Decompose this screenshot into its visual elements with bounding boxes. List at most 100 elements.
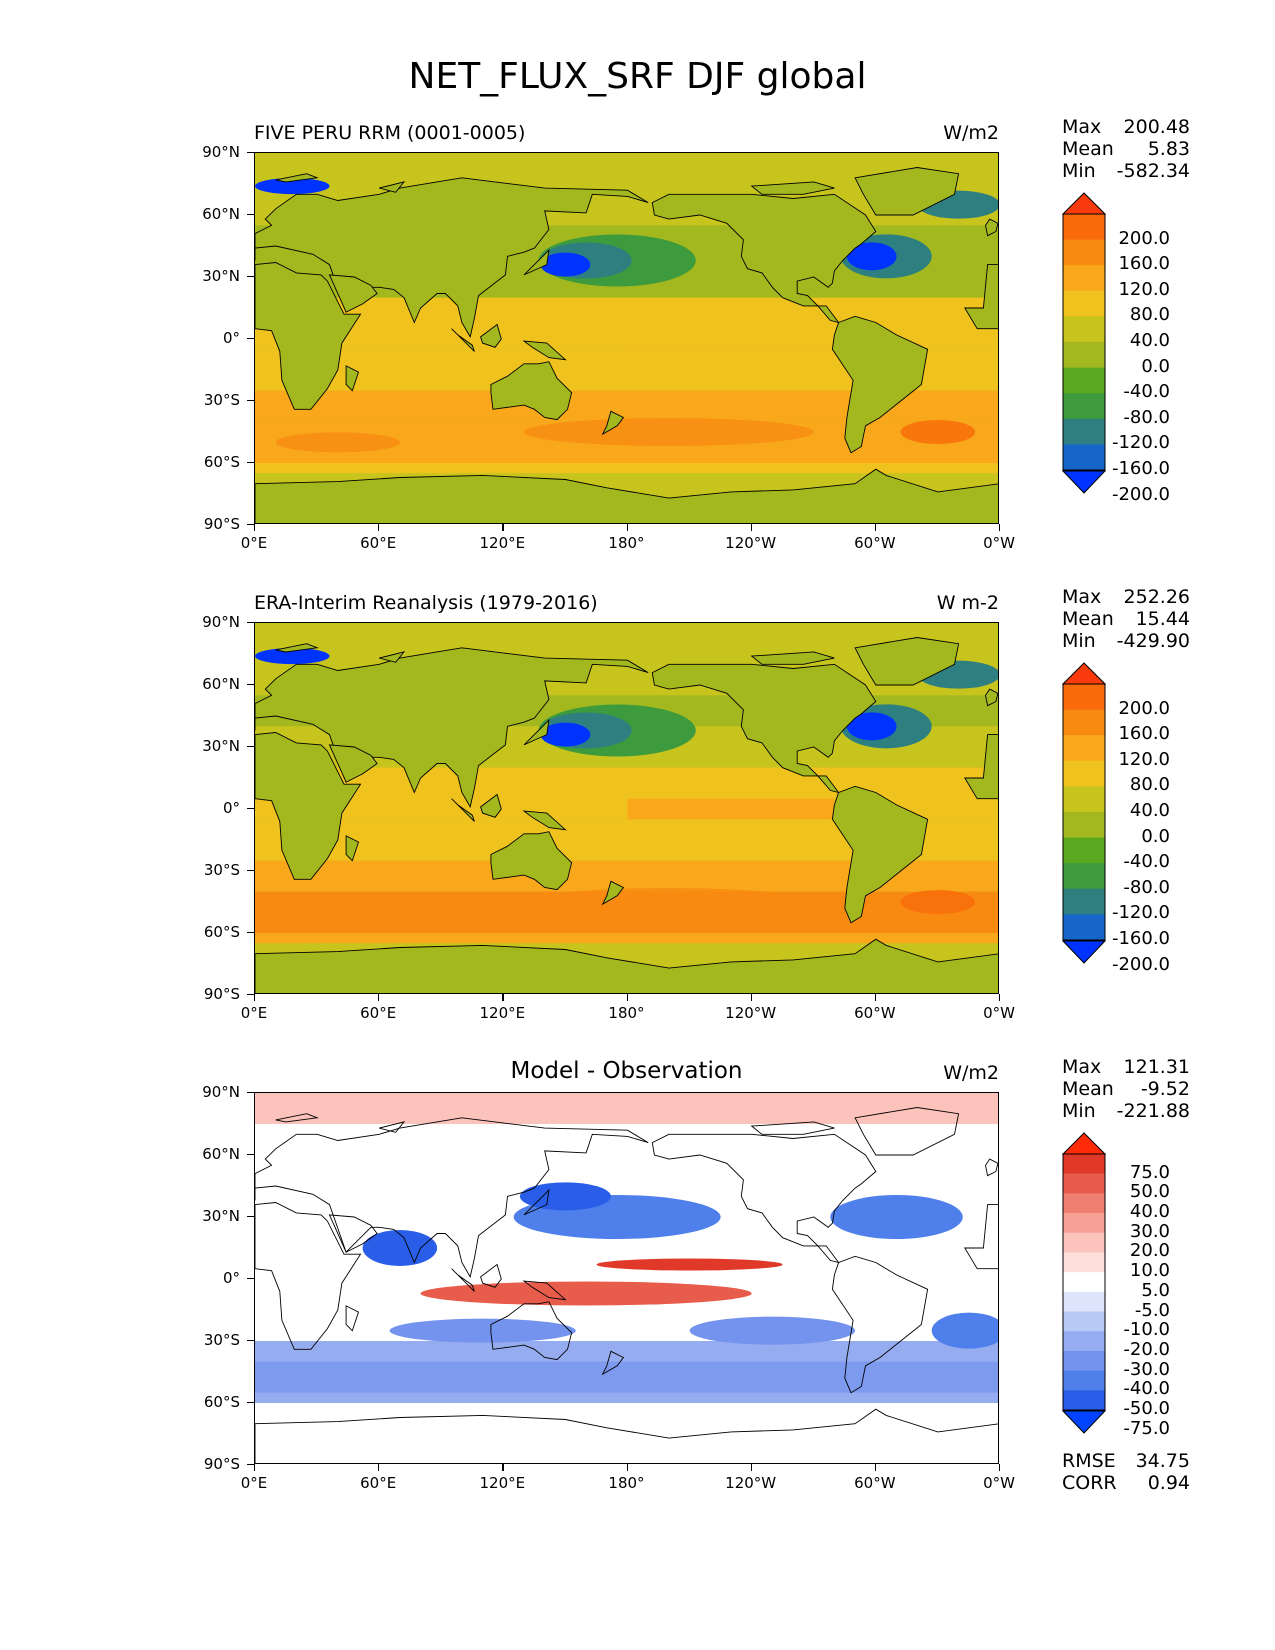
colorbar-tick-label: 40.0	[1129, 800, 1170, 821]
colorbar-tick-label: -80.0	[1123, 876, 1170, 898]
units-label: W m-2	[936, 592, 999, 614]
lon-tick-label: 180°	[608, 1004, 645, 1022]
lat-tick-label: 30°N	[202, 737, 240, 755]
colorbar-tick-label: 160.0	[1118, 723, 1170, 745]
lat-tick-label: 60°S	[203, 923, 240, 941]
lon-tick-label: 60°W	[854, 534, 896, 552]
colorbar-tick-label: 20.0	[1129, 1240, 1170, 1262]
lat-tick-label: 0°	[222, 329, 240, 347]
stat-label: Mean	[1062, 138, 1114, 160]
lat-tick	[247, 808, 254, 810]
lon-tick-label: 120°E	[479, 534, 526, 552]
continent-outline	[522, 1280, 567, 1301]
lon-tick	[750, 524, 752, 531]
colorbar-extend-max	[1062, 662, 1106, 685]
colorbar-tick-label: -120.0	[1111, 902, 1170, 924]
colorbar-bin	[1063, 418, 1105, 445]
lat-tick-label: 90°S	[203, 515, 240, 533]
colorbar-bin	[1063, 760, 1105, 787]
stat-value: 121.31	[1123, 1056, 1190, 1078]
colorbar-bin	[1063, 214, 1105, 241]
lon-tick	[874, 524, 877, 531]
lon-tick-label: 120°W	[725, 1474, 777, 1492]
lat-tick	[247, 214, 254, 216]
continent-outline	[255, 262, 362, 410]
continent-outline	[523, 1188, 550, 1216]
continent-outline	[345, 1305, 360, 1332]
continent-outline	[255, 938, 998, 993]
lon-tick-label: 60°W	[854, 1474, 896, 1492]
colorbar-bin	[1063, 1390, 1105, 1411]
lon-tick	[254, 1464, 256, 1471]
continent-outline	[328, 1214, 378, 1253]
lon-tick-label: 120°W	[725, 534, 777, 552]
lat-tick	[247, 276, 254, 278]
lon-tick-label: 0°W	[983, 1004, 1015, 1022]
continent-outline	[255, 1202, 362, 1350]
lon-tick-label: 60°E	[360, 1004, 397, 1022]
chart-panel-3: Model - Observation W/m2 Max 121.31 Mean -9.5…	[0, 0, 1275, 1494]
continent-outline	[345, 365, 360, 392]
colorbar-bin	[1063, 367, 1105, 394]
lon-tick	[502, 1464, 504, 1471]
colorbar-extend-min	[1062, 1410, 1106, 1434]
continent-outline	[522, 340, 567, 361]
colorbar-bin	[1063, 1154, 1105, 1175]
colorbar	[1062, 192, 1106, 494]
lon-tick-label: 60°W	[854, 1004, 896, 1022]
continent-outline	[831, 315, 929, 454]
lon-tick	[502, 524, 504, 531]
lon-tick	[999, 524, 1001, 531]
panel-title: Model - Observation	[510, 1058, 743, 1084]
colorbar-tick-label: -120.0	[1111, 432, 1170, 454]
continent-outline	[651, 1133, 877, 1264]
colorbar-bin	[1063, 837, 1105, 864]
continent-outline	[490, 1301, 573, 1361]
stat-mean: Mean 5.83	[1062, 138, 1190, 160]
continent-outline	[651, 663, 877, 794]
lon-tick	[626, 524, 628, 531]
stat-label: Mean	[1062, 608, 1114, 630]
colorbar-tick-label: 30.0	[1129, 1220, 1170, 1242]
lat-tick-label: 30°N	[202, 267, 240, 285]
continent-outline	[451, 798, 475, 822]
units-label: W/m2	[943, 1062, 999, 1084]
lat-tick-label: 30°S	[203, 391, 240, 409]
lat-tick	[247, 870, 254, 872]
colorbar-bin	[1063, 863, 1105, 890]
colorbar-bin	[1063, 812, 1105, 839]
colorbar-tick-label: -160.0	[1111, 928, 1170, 949]
lat-tick	[247, 684, 254, 686]
lon-tick-label: 0°W	[983, 534, 1015, 552]
continent-outline	[255, 732, 362, 880]
stat-label: Mean	[1062, 1078, 1114, 1100]
colorbar-tick-label: 40.0	[1129, 1201, 1170, 1223]
colorbar-bin	[1063, 888, 1105, 915]
colorbar-bin	[1063, 1311, 1105, 1332]
lat-tick	[247, 152, 254, 154]
continent-outline	[255, 1408, 998, 1463]
continent-outline	[328, 744, 378, 783]
colorbar-tick-label: 75.0	[1129, 1161, 1170, 1183]
continent-outline	[523, 718, 550, 746]
heatmap-field	[255, 623, 998, 993]
colorbar-bin	[1063, 1193, 1105, 1214]
continent-outline	[964, 734, 998, 800]
continent-outline	[379, 181, 406, 193]
lat-tick-label: 0°	[222, 1269, 240, 1287]
stat-value: 5.83	[1147, 138, 1190, 160]
lon-tick-label: 60°E	[360, 1474, 397, 1492]
lat-tick	[247, 400, 254, 402]
coastlines	[255, 637, 998, 993]
fit-rmse: RMSE 34.75	[1062, 1450, 1190, 1472]
stat-value: 200.48	[1123, 116, 1190, 138]
stat-label: Max	[1062, 586, 1102, 608]
colorbar-tick-label: -20.0	[1123, 1338, 1170, 1360]
lat-tick-label: 30°S	[203, 861, 240, 879]
stat-label: Min	[1062, 630, 1096, 652]
fit-label: CORR	[1062, 1472, 1117, 1494]
fit-label: RMSE	[1062, 1450, 1116, 1472]
colorbar-tick-label: -75.0	[1123, 1417, 1170, 1439]
colorbar-tick-label: -40.0	[1123, 1378, 1170, 1400]
lat-tick-label: 90°S	[203, 1455, 240, 1473]
